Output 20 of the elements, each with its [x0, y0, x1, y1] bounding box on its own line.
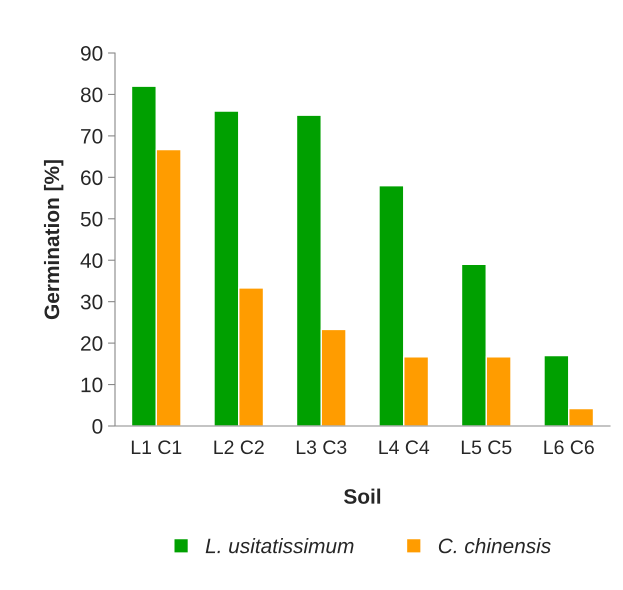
y-tick-label: 60: [81, 170, 102, 186]
y-tick-label: 30: [80, 294, 102, 310]
x-tick-label: L3 C3: [296, 440, 346, 454]
legend-label: L. usitatissimum: [206, 538, 354, 554]
y-tick-label: 0: [92, 419, 102, 434]
y-tick-label: 40: [80, 253, 102, 268]
x-tick-label: L1 C1: [132, 440, 182, 454]
y-tick-label: 50: [80, 212, 102, 227]
x-tick-label: L4 C4: [379, 440, 430, 454]
x-tick-label: L2 C2: [214, 440, 264, 454]
x-tick-label: L6 C6: [544, 440, 594, 454]
y-tick-label: 20: [81, 336, 102, 351]
y-tick-label: 80: [80, 87, 102, 102]
y-tick-label: 90: [81, 46, 102, 61]
y-tick-label: 70: [81, 128, 102, 144]
legend-label: C. chinensis: [438, 538, 551, 554]
x-axis-title: Soil: [344, 488, 380, 504]
y-tick-label: 10: [82, 378, 102, 392]
y-axis-title: Germination [%]: [44, 160, 64, 320]
x-tick-label: L5 C5: [462, 440, 512, 454]
